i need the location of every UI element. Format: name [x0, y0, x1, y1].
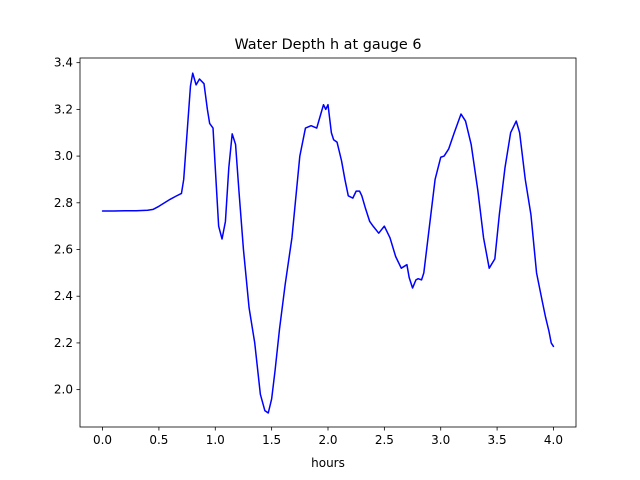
x-tick-label: 2.5: [375, 433, 394, 447]
y-tick-label: 3.0: [54, 149, 73, 163]
x-axis-label: hours: [311, 456, 345, 470]
x-tick-label: 2.0: [318, 433, 337, 447]
plot-area: 0.0 0.5 1.0 1.5 2.0 2.5 3.0 3.5 4.0 2.0 2.2 2.4 2.6 2…: [54, 56, 577, 447]
plot-frame: [79, 57, 577, 428]
x-tick-label: 0.0: [93, 433, 112, 447]
y-tick-label: 2.8: [54, 196, 73, 210]
y-tick-label: 2.4: [54, 289, 73, 303]
x-tick-label: 3.5: [488, 433, 507, 447]
x-tick-label: 3.0: [431, 433, 450, 447]
x-tick-label: 1.0: [206, 433, 225, 447]
series-line-0: [101, 72, 555, 414]
y-tick-label: 3.2: [54, 102, 73, 116]
x-tick-label: 4.0: [544, 433, 563, 447]
y-tick-label: 2.6: [54, 243, 73, 257]
x-tick-label: 0.5: [149, 433, 168, 447]
y-tick-label: 2.2: [54, 336, 73, 350]
y-tick-label: 3.4: [54, 56, 73, 70]
chart-title: Water Depth h at gauge 6: [234, 37, 421, 53]
y-tick-label: 2.0: [54, 383, 73, 397]
x-tick-label: 1.5: [262, 433, 281, 447]
